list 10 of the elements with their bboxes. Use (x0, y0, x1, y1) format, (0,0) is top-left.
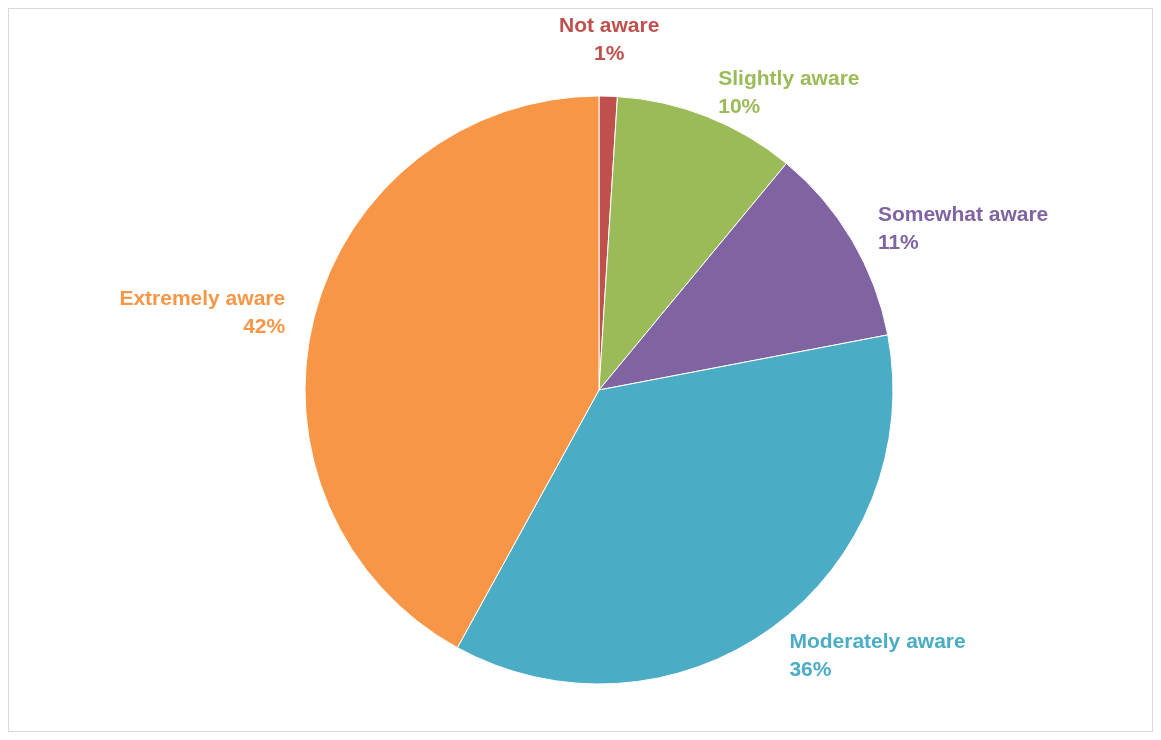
data-label: 1% (594, 41, 625, 65)
data-label: 10% (718, 93, 761, 117)
data-label: 42% (243, 314, 286, 338)
data-label: 36% (789, 657, 832, 681)
slice-label: Extremely aware (119, 286, 286, 310)
data-label: 11% (877, 230, 920, 254)
slice-label: Slightly aware (718, 65, 860, 89)
slice-label: Moderately aware (789, 629, 966, 653)
slice-label: Somewhat aware (877, 202, 1049, 226)
slice-label: Not aware (558, 13, 660, 37)
